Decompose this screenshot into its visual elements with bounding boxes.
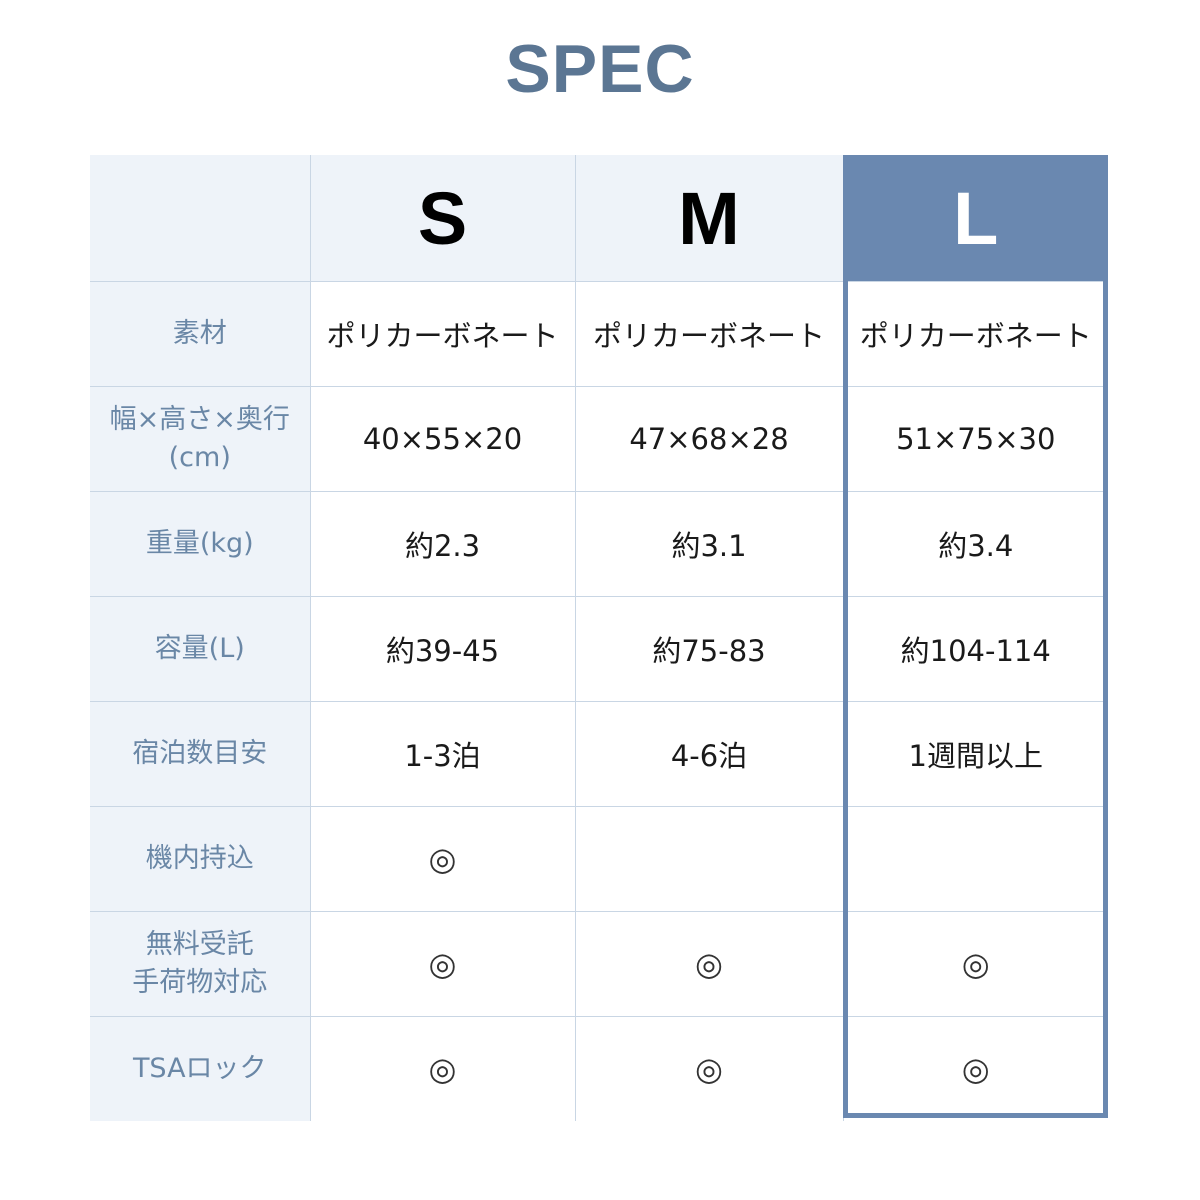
cell: 約3.1 [574, 491, 844, 597]
cell: 1-3泊 [309, 701, 576, 807]
page-title: SPEC [505, 31, 695, 107]
cell: 51×75×30 [842, 386, 1108, 492]
label-line2: 手荷物対応 [132, 967, 268, 998]
row-label: 素材 [90, 281, 311, 387]
table-row: 機内持込 ◎ [90, 806, 1108, 912]
double-circle-icon: ◎ [309, 1016, 576, 1121]
double-circle-icon: ◎ [842, 911, 1108, 1017]
row-label: 容量(L) [90, 596, 311, 702]
table-row: TSAロック ◎ ◎ ◎ [90, 1016, 1108, 1121]
table-row: 重量(kg) 約2.3 約3.1 約3.4 [90, 491, 1108, 597]
table-row: 無料受託手荷物対応 ◎ ◎ ◎ [90, 911, 1108, 1017]
row-label: 宿泊数目安 [90, 701, 311, 807]
cell [574, 806, 844, 912]
cell: ポリカーボネート [574, 281, 844, 387]
row-label: 機内持込 [90, 806, 311, 912]
row-label: 重量(kg) [90, 491, 311, 597]
cell: ポリカーボネート [309, 281, 576, 387]
cell: 40×55×20 [309, 386, 576, 492]
double-circle-icon: ◎ [574, 911, 844, 1017]
cell: 約3.4 [842, 491, 1108, 597]
header-size-s: S [309, 155, 576, 282]
double-circle-icon: ◎ [842, 1016, 1108, 1121]
cell: ポリカーボネート [842, 281, 1108, 387]
cell: 約75-83 [574, 596, 844, 702]
cell: 約2.3 [309, 491, 576, 597]
header-size-m: M [574, 155, 844, 282]
cell: 約39-45 [309, 596, 576, 702]
table-row: 幅×高さ×奥行 (cm) 40×55×20 47×68×28 51×75×30 [90, 386, 1108, 492]
double-circle-icon: ◎ [574, 1016, 844, 1121]
double-circle-icon: ◎ [309, 806, 576, 912]
cell [842, 806, 1108, 912]
cell: 約104-114 [842, 596, 1108, 702]
table-row: 容量(L) 約39-45 約75-83 約104-114 [90, 596, 1108, 702]
cell: 1週間以上 [842, 701, 1108, 807]
spec-table: S M L 素材 ポリカーボネート ポリカーボネート ポリカーボネート 幅×高さ… [90, 155, 1108, 1121]
row-label: 幅×高さ×奥行 (cm) [90, 386, 311, 492]
header-empty [90, 155, 311, 282]
cell: 4-6泊 [574, 701, 844, 807]
header-row: S M L [90, 155, 1108, 282]
cell: 47×68×28 [574, 386, 844, 492]
label-line1: 幅×高さ×奥行 [109, 404, 290, 435]
table-row: 素材 ポリカーボネート ポリカーボネート ポリカーボネート [90, 281, 1108, 387]
row-label: TSAロック [90, 1016, 311, 1121]
label-line2: (cm) [168, 442, 231, 473]
double-circle-icon: ◎ [309, 911, 576, 1017]
label-line1: 無料受託 [145, 929, 254, 960]
row-label: 無料受託 手荷物対応 [90, 911, 311, 1017]
table-row: 宿泊数目安 1-3泊 4-6泊 1週間以上 [90, 701, 1108, 807]
header-size-l: L [842, 155, 1108, 282]
